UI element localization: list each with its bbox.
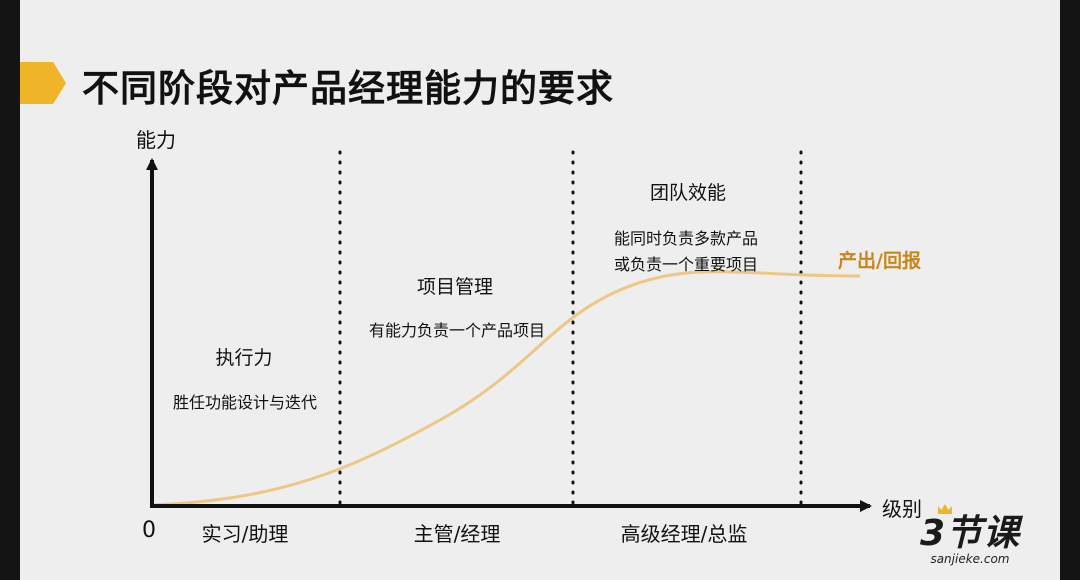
curve-label: 产出/回报	[838, 250, 921, 272]
y-axis-label: 能力	[136, 128, 176, 152]
level-label-director: 高级经理/总监	[620, 522, 748, 546]
output-curve	[151, 270, 861, 507]
watermark-brand: 3节课	[919, 513, 1020, 554]
page-title: 不同阶段对产品经理能力的要求	[82, 67, 614, 110]
origin-label: 0	[142, 518, 156, 543]
stage-title-execution: 执行力	[215, 347, 273, 369]
growth-diagram	[146, 150, 872, 512]
stage-desc-team: 能同时负责多款产品 或负责一个重要项目	[614, 226, 758, 278]
stage-desc-execution: 胜任功能设计与迭代	[172, 393, 318, 412]
x-axis-label: 级别	[882, 497, 922, 521]
level-label-manager: 主管/经理	[413, 522, 501, 546]
stage-desc-team-line-1: 能同时负责多款产品	[613, 229, 759, 248]
crown-icon	[937, 504, 952, 514]
stage-desc-project: 有能力负责一个产品项目	[368, 321, 546, 340]
slide: 不同阶段对产品经理能力的要求 能力 级别 0 实习/助理 主管/经理 高级经理/…	[20, 0, 1060, 580]
stage-title-team: 团队效能	[649, 182, 727, 204]
watermark-site: sanjieke.com	[930, 552, 1010, 566]
stage-desc-team-line-2: 或负责一个重要项目	[613, 255, 759, 274]
stage-title-project: 项目管理	[416, 276, 494, 298]
watermark-logo: 3节课 sanjieke.com	[919, 504, 1020, 566]
level-label-intern: 实习/助理	[201, 522, 289, 546]
